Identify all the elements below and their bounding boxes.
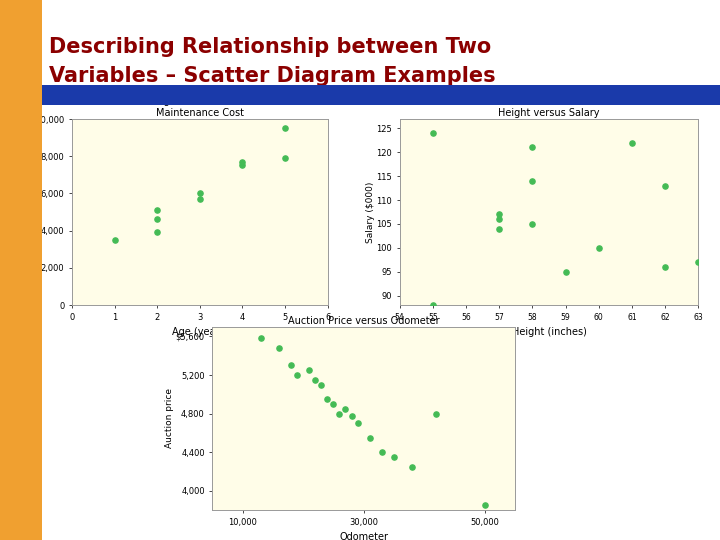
Point (626, 138, 638, 147)
X-axis label: Age (years): Age (years) (171, 327, 228, 338)
Point (109, 235, 120, 244)
Point (479, 501, 490, 510)
Point (279, 153, 291, 162)
Point (333, 409, 345, 418)
Point (526, 220, 538, 228)
Point (427, 301, 438, 309)
Point (340, 404, 351, 413)
Point (285, 361, 297, 370)
Point (255, 334, 266, 342)
Point (376, 448, 387, 457)
X-axis label: Odometer: Odometer (339, 532, 388, 540)
Point (431, 409, 442, 418)
Y-axis label: Auction price: Auction price (166, 388, 174, 449)
Title: Height versus Salary: Height versus Salary (498, 108, 600, 118)
Point (237, 157, 248, 166)
Point (322, 395, 333, 403)
Y-axis label: Cost
(annual): Cost (annual) (9, 193, 29, 231)
Point (273, 343, 284, 352)
Point (151, 206, 163, 214)
Point (526, 177, 538, 185)
Point (660, 181, 671, 190)
Point (151, 215, 163, 224)
Point (493, 215, 505, 224)
Text: Variables – Scatter Diagram Examples: Variables – Scatter Diagram Examples (49, 66, 495, 86)
Point (493, 210, 505, 219)
Point (388, 453, 400, 462)
Point (279, 124, 291, 132)
Point (660, 262, 671, 271)
Point (593, 244, 605, 252)
Text: 4-29: 4-29 (11, 523, 35, 534)
Point (493, 224, 505, 233)
Text: Describing Relationship between Two: Describing Relationship between Two (49, 37, 491, 57)
X-axis label: Height (inches): Height (inches) (512, 327, 586, 338)
Point (328, 400, 339, 408)
Title: Age of Buses and
Maintenance Cost: Age of Buses and Maintenance Cost (156, 96, 244, 118)
Title: Auction Price versus Odometer: Auction Price versus Odometer (288, 316, 439, 326)
Point (560, 267, 572, 276)
Point (427, 129, 438, 138)
Point (364, 434, 375, 442)
Point (292, 370, 303, 379)
Point (194, 189, 206, 198)
Point (346, 411, 357, 420)
Point (151, 228, 163, 237)
Point (310, 375, 321, 384)
Point (352, 419, 364, 428)
Point (693, 258, 704, 266)
Point (315, 380, 327, 389)
Point (406, 462, 418, 471)
Y-axis label: Salary ($000): Salary ($000) (366, 181, 375, 242)
Point (526, 143, 538, 152)
Point (303, 366, 315, 375)
Point (237, 161, 248, 170)
Point (194, 194, 206, 203)
